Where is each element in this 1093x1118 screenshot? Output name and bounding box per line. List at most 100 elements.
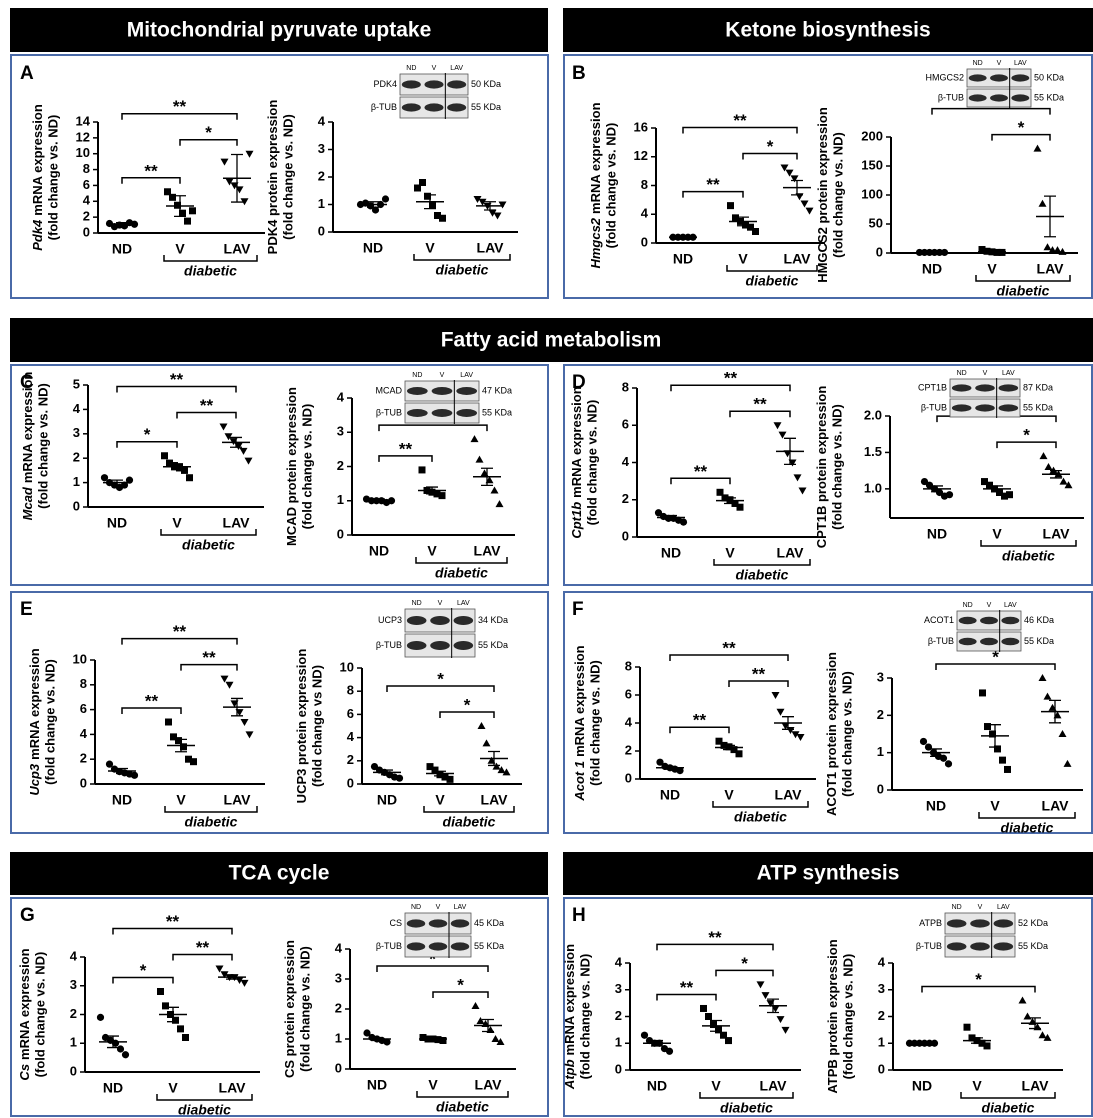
blot-band [969,74,987,81]
x-tick-label: LAV [1043,526,1071,542]
blot-kda: 55 KDa [482,407,512,417]
x-tick-label: V [972,1078,982,1094]
y-axis-label: McadmRNA expression [20,372,35,521]
blot-band [970,942,990,950]
y-tick-label: 4 [83,193,91,208]
x-tick-label: ND [660,787,680,803]
y-tick-label: 1 [615,1035,622,1050]
blot-protein: UCP3 [378,615,402,625]
blot-band [407,641,427,650]
blot-protein: β-TUB [376,407,402,417]
data-point [1060,478,1068,485]
y-tick-label: 2 [337,458,344,473]
blot-kda: 55 KDa [478,640,508,650]
group-label: diabetic [746,273,799,289]
data-point [240,448,248,455]
blot-band [447,80,466,88]
blot-band [1001,638,1019,646]
y-axis-sublabel: (fold change vs. ND) [280,114,295,240]
y-axis-gene: Cpt1b [569,502,584,539]
y-tick-label: 0 [878,1061,885,1076]
y-axis-label: HMGCS2 protein expression [815,107,830,283]
significance-label: ** [200,396,214,415]
blot-band [432,387,453,395]
data-point [779,432,787,439]
data-point [736,750,743,757]
data-point [496,500,504,507]
x-tick-label: V [427,543,437,559]
blot-protein: PDK4 [373,79,397,89]
x-tick-label: V [428,1077,438,1093]
blot-protein: β-TUB [371,102,397,112]
y-tick-label: 0 [625,770,632,785]
data-point [705,1013,712,1020]
x-tick-label: ND [112,792,132,808]
group-label: diabetic [734,809,787,825]
blot-band [999,384,1019,391]
y-tick-label: 2 [80,751,87,766]
y-axis-sublabel: (fold change vs. ND) [839,671,854,797]
y-axis-label: CPT1B protein expression [814,386,829,549]
panel-letter: B [572,63,586,84]
panel-letter: F [572,599,584,620]
section-title: ATP synthesis [757,862,900,885]
blot-lane-label: ND [412,600,422,607]
significance-label: ** [694,462,708,481]
blot-band [432,409,453,417]
significance-label: ** [170,370,184,389]
y-tick-label: 10 [73,651,87,666]
data-point [940,755,947,762]
x-tick-label: V [425,240,435,256]
data-point [189,207,196,214]
data-point [447,776,454,783]
y-tick-label: 4 [641,206,649,221]
data-point [752,228,759,235]
group-label: diabetic [436,262,489,278]
panel-letter: G [20,905,35,926]
data-point [476,456,484,463]
y-axis-sublabel: (fold change vs ND) [309,665,324,787]
x-tick-label: ND [363,240,383,256]
blot-band [959,617,977,625]
blot-band [1001,617,1019,625]
data-point [806,208,814,215]
y-tick-label: 4 [318,113,326,128]
y-tick-label: 2 [83,209,90,224]
y-tick-label: 6 [80,701,87,716]
blot-band [407,942,425,950]
blot-lane-label: V [983,370,988,377]
y-tick-label: 2.0 [864,407,882,422]
data-point [419,179,426,186]
y-axis-sublabel: (fold change vs. ND) [45,115,60,241]
blot-kda: 46 KDa [1024,615,1054,625]
y-axis-label-text: mRNA expression [27,648,42,760]
group-label: diabetic [443,814,496,830]
y-tick-label: 4 [878,954,886,969]
y-tick-label: 4 [335,940,343,955]
data-point [920,738,927,745]
y-axis-gene: Pdk4 [30,219,45,251]
data-point [777,709,785,716]
group-label: diabetic [1001,820,1054,836]
y-tick-label: 8 [83,161,90,176]
y-tick-label: 8 [622,379,629,394]
significance-label: ** [708,928,722,947]
y-tick-label: 3 [878,981,885,996]
x-tick-label: ND [112,241,132,257]
significance-label: ** [202,648,216,667]
y-tick-label: 1.0 [864,480,882,495]
blot-band [429,942,447,950]
significance-label: ** [399,439,413,458]
data-point [1039,1031,1047,1038]
y-axis-sublabel: (fold change vs. ND) [840,954,855,1080]
x-tick-label: LAV [1037,261,1065,277]
data-point [241,980,249,987]
x-tick-label: ND [673,251,693,267]
blot-band [407,616,427,625]
blot-band [447,103,466,111]
data-point [799,487,807,494]
y-tick-label: 10 [340,659,354,674]
y-axis-label: Hmgcs2mRNA expression [588,102,603,268]
blot-band [451,919,469,927]
data-point [794,474,802,481]
